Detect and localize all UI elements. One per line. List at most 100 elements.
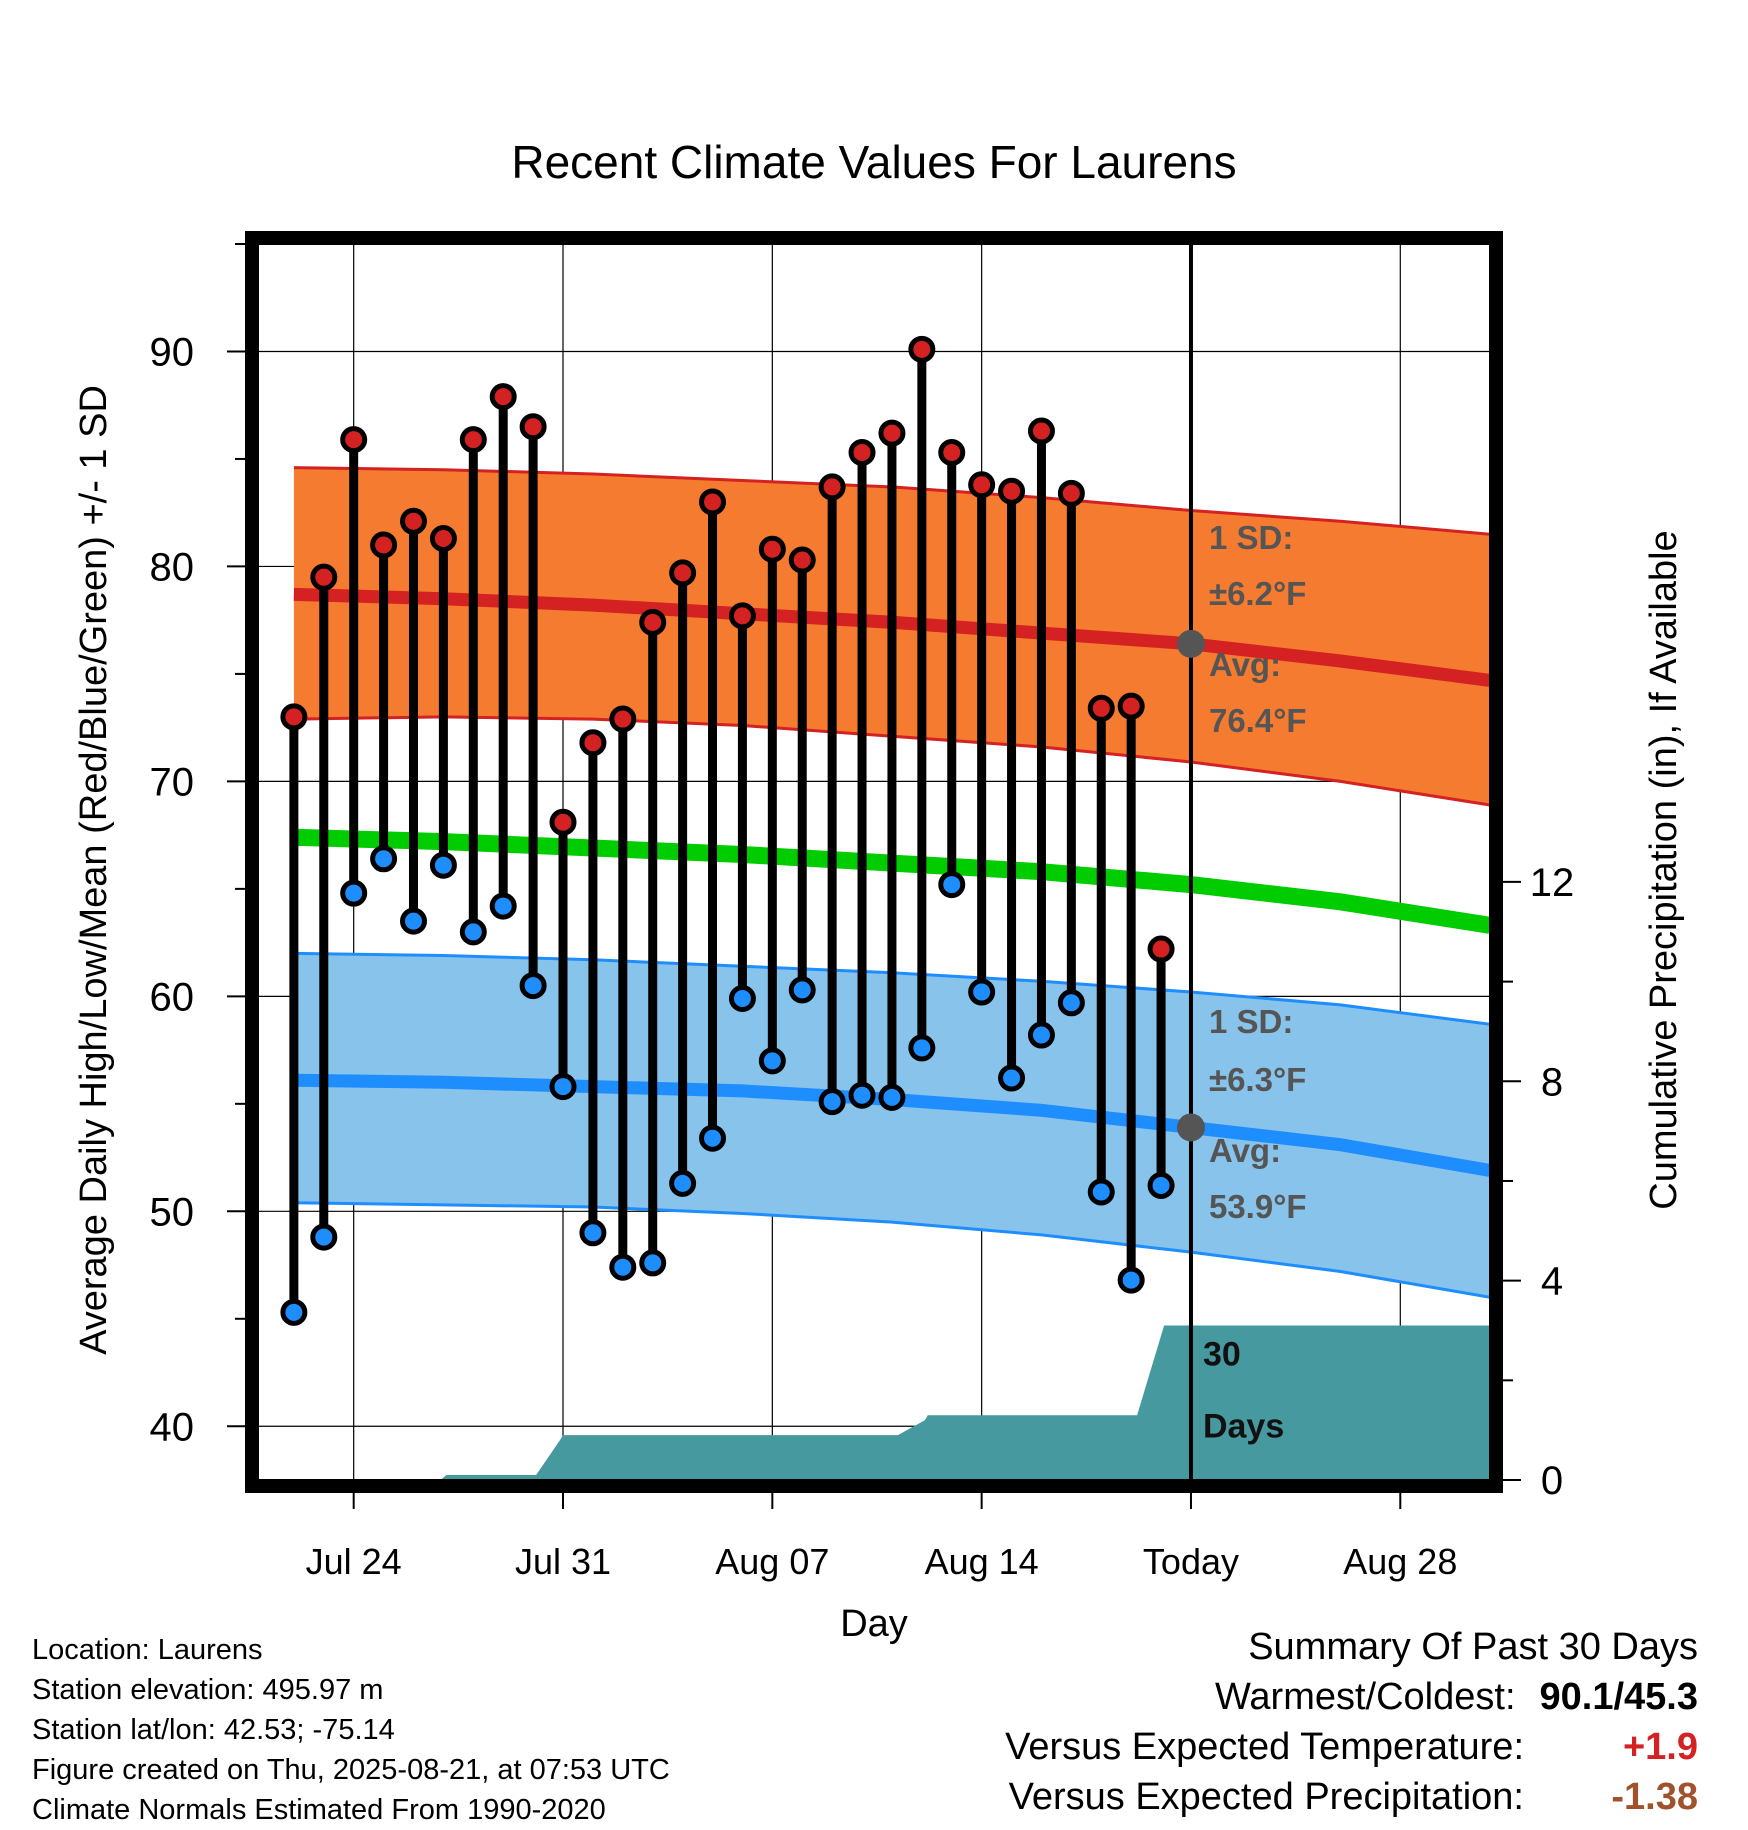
summary-temp-row: Versus Expected Temperature: +1.9	[1005, 1722, 1698, 1772]
daily-high-point	[370, 531, 398, 559]
y-axis-label: Average Daily High/Low/Mean (Red/Blue/Gr…	[73, 385, 115, 1355]
y-tick-label: 80	[150, 545, 195, 589]
daily-low-point	[310, 1223, 338, 1251]
daily-low-point	[1027, 1021, 1055, 1049]
daily-low-point	[579, 1219, 607, 1247]
daily-high-point	[788, 546, 816, 574]
high-sd-value: ±6.2°F	[1209, 575, 1306, 612]
summary-panel: Summary Of Past 30 Days Warmest/Coldest:…	[1005, 1622, 1698, 1822]
precip-label: Versus Expected Precipitation:	[1008, 1776, 1524, 1818]
daily-high-point	[1147, 935, 1175, 963]
low-band-lower-edge	[293, 1201, 1490, 1299]
daily-high-point	[310, 563, 338, 591]
days-label-number: 30	[1203, 1335, 1241, 1373]
low-avg-label: Avg:	[1209, 1132, 1281, 1169]
daily-low-point	[758, 1047, 786, 1075]
daily-high-point	[549, 808, 577, 836]
summary-title: Summary Of Past 30 Days	[1248, 1626, 1698, 1668]
daily-high-point	[1087, 694, 1115, 722]
y-right-tick-label: 8	[1541, 1060, 1563, 1104]
y-tick-label: 70	[150, 760, 195, 804]
daily-low-point	[998, 1064, 1026, 1092]
x-axis-label: Day	[840, 1603, 908, 1645]
daily-low-point	[609, 1253, 637, 1281]
daily-low-point	[848, 1081, 876, 1109]
warmest-value: 90.1/45.3	[1539, 1676, 1698, 1718]
high-sd-label: 1 SD:	[1209, 519, 1293, 556]
daily-low-point	[1057, 989, 1085, 1017]
daily-low-point	[788, 976, 816, 1004]
plot-area	[258, 244, 1490, 1480]
daily-high-point	[998, 477, 1026, 505]
daily-high-point	[758, 535, 786, 563]
x-tick-label: Aug 07	[715, 1541, 829, 1582]
daily-high-point	[280, 703, 308, 731]
x-tick-label: Today	[1143, 1541, 1239, 1582]
daily-low-point	[489, 892, 517, 920]
daily-high-point	[878, 419, 906, 447]
daily-high-point	[728, 602, 756, 630]
daily-low-point	[280, 1298, 308, 1326]
high-avg-label: Avg:	[1209, 646, 1281, 683]
daily-low-point	[728, 984, 756, 1012]
daily-high-point	[579, 729, 607, 757]
low-avg-value: 53.9°F	[1209, 1188, 1307, 1225]
x-tick-label: Jul 24	[306, 1541, 402, 1582]
daily-low-point	[699, 1124, 727, 1152]
daily-high-point	[639, 608, 667, 636]
y-right-tick-label: 12	[1530, 861, 1575, 905]
daily-high-point	[1057, 479, 1085, 507]
daily-high-point	[908, 335, 936, 363]
latlon-text: Station lat/lon: 42.53; -75.14	[32, 1714, 395, 1746]
x-tick-label: Jul 31	[515, 1541, 611, 1582]
low-sd-value: ±6.3°F	[1209, 1061, 1306, 1098]
daily-high-point	[1027, 417, 1055, 445]
daily-low-point	[1087, 1178, 1115, 1206]
daily-high-point	[519, 413, 547, 441]
daily-high-point	[429, 524, 457, 552]
y-right-tick-label: 0	[1541, 1459, 1563, 1503]
precip-value: -1.38	[1611, 1776, 1698, 1818]
warmest-label: Warmest/Coldest:	[1214, 1676, 1516, 1718]
daily-low-point	[340, 879, 368, 907]
x-tick-label: Aug 28	[1343, 1541, 1457, 1582]
daily-low-point	[399, 907, 427, 935]
daily-low-point	[429, 851, 457, 879]
daily-low-point	[908, 1034, 936, 1062]
y-tick-label: 50	[150, 1190, 195, 1234]
today-avg-high-marker	[1176, 629, 1205, 658]
x-tick-label: Aug 14	[925, 1541, 1039, 1582]
today-avg-low-marker	[1176, 1113, 1205, 1142]
plot-frame	[245, 231, 1503, 1493]
high-avg-value: 76.4°F	[1209, 702, 1307, 739]
location-text: Location: Laurens	[32, 1634, 263, 1666]
daily-high-point	[848, 439, 876, 467]
daily-low-point	[519, 972, 547, 1000]
daily-high-point	[968, 471, 996, 499]
daily-high-point	[489, 383, 517, 411]
daily-high-point	[459, 426, 487, 454]
y-tick-label: 40	[150, 1405, 195, 1449]
daily-low-point	[370, 845, 398, 873]
low-sd-label: 1 SD:	[1209, 1003, 1293, 1040]
daily-low-point	[639, 1249, 667, 1277]
daily-high-point	[818, 473, 846, 501]
precipitation-area	[293, 1325, 1490, 1480]
daily-high-point	[669, 559, 697, 587]
daily-high-point	[609, 705, 637, 733]
days-label-word: Days	[1203, 1408, 1284, 1446]
chart-title: Recent Climate Values For Laurens	[511, 136, 1236, 188]
y-tick-label: 60	[150, 975, 195, 1019]
daily-low-point	[1147, 1172, 1175, 1200]
daily-low-point	[968, 978, 996, 1006]
daily-high-point	[938, 439, 966, 467]
created-text: Figure created on Thu, 2025-08-21, at 07…	[32, 1754, 670, 1786]
daily-low-point	[669, 1169, 697, 1197]
daily-high-point	[340, 426, 368, 454]
daily-high-point	[1117, 692, 1145, 720]
daily-high-point	[399, 507, 427, 535]
daily-low-point	[1117, 1266, 1145, 1294]
daily-low-point	[818, 1088, 846, 1116]
summary-precip-row: Versus Expected Precipitation: -1.38	[1005, 1772, 1698, 1822]
